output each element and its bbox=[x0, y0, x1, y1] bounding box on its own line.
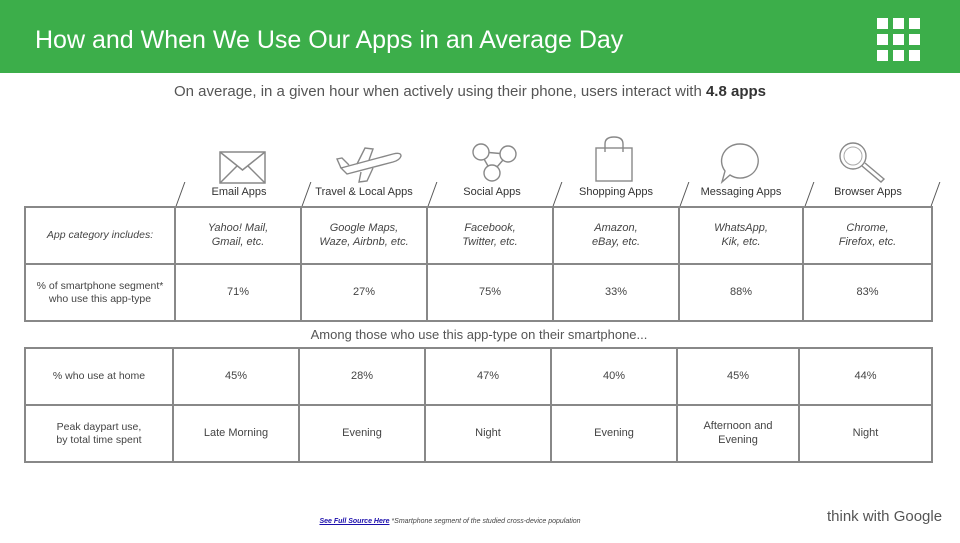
peak-social: Night bbox=[424, 404, 552, 463]
footer: See Full Source Here *Smartphone segment… bbox=[0, 518, 900, 525]
apps-grid-icon bbox=[877, 18, 921, 62]
table-row: Peak daypart use, by total time spent Lat… bbox=[24, 404, 933, 463]
category-label-travel: Travel & Local Apps bbox=[315, 186, 413, 198]
smartphone-pct-shopping: 33% bbox=[552, 263, 680, 322]
includes-travel: Google Maps, Waze, Airbnb, etc. bbox=[300, 206, 428, 265]
includes-shopping: Amazon, eBay, etc. bbox=[552, 206, 680, 265]
smartphone-pct-travel: 27% bbox=[300, 263, 428, 322]
app-category-table: App category includes: Yahoo! Mail, Gmail… bbox=[24, 206, 933, 322]
includes-social: Facebook, Twitter, etc. bbox=[426, 206, 554, 265]
home-pct-browser: 44% bbox=[798, 347, 933, 406]
smartphone-pct-social: 75% bbox=[426, 263, 554, 322]
peak-shopping: Evening bbox=[550, 404, 678, 463]
subtitle-highlight: 4.8 apps bbox=[705, 83, 766, 100]
row-label-includes: App category includes: bbox=[24, 206, 176, 265]
category-label-shopping: Shopping Apps bbox=[578, 186, 653, 198]
think-with-google-logo: think with Google bbox=[827, 508, 943, 525]
subtitle-text: On average, in a given hour when activel… bbox=[174, 83, 706, 100]
row-label-smartphone: % of smartphone segment* who use this app… bbox=[24, 263, 176, 322]
home-pct-social: 47% bbox=[424, 347, 552, 406]
header-bar: How and When We Use Our Apps in an Avera… bbox=[0, 0, 960, 73]
peak-email: Late Morning bbox=[172, 404, 300, 463]
row-label-peak: Peak daypart use, by total time spent bbox=[24, 404, 174, 463]
shopping-bag-icon bbox=[595, 136, 633, 182]
footnote: *Smartphone segment of the studied cross… bbox=[389, 518, 581, 525]
table-row: % who use at home 45% 28% 47% 40% 45% 44… bbox=[24, 347, 933, 406]
envelope-icon bbox=[219, 151, 266, 184]
home-pct-shopping: 40% bbox=[550, 347, 678, 406]
includes-browser: Chrome, Firefox, etc. bbox=[802, 206, 933, 265]
header-divider bbox=[930, 182, 941, 206]
category-label-email: Email Apps bbox=[211, 186, 267, 198]
source-link[interactable]: See Full Source Here bbox=[319, 518, 390, 525]
includes-messaging: WhatsApp, Kik, etc. bbox=[678, 206, 804, 265]
subtitle: On average, in a given hour when activel… bbox=[0, 83, 940, 100]
peak-messaging: Afternoon and Evening bbox=[676, 404, 800, 463]
category-label-browser: Browser Apps bbox=[834, 186, 902, 198]
includes-email: Yahoo! Mail, Gmail, etc. bbox=[174, 206, 302, 265]
home-pct-email: 45% bbox=[172, 347, 300, 406]
usage-table: % who use at home 45% 28% 47% 40% 45% 44… bbox=[24, 347, 933, 463]
peak-travel: Evening bbox=[298, 404, 426, 463]
category-label-messaging: Messaging Apps bbox=[700, 186, 782, 198]
smartphone-pct-browser: 83% bbox=[802, 263, 933, 322]
magnifier-icon bbox=[839, 142, 886, 183]
table-row: % of smartphone segment* who use this app… bbox=[24, 263, 933, 322]
home-pct-travel: 28% bbox=[298, 347, 426, 406]
category-label-social: Social Apps bbox=[463, 186, 521, 198]
airplane-icon bbox=[336, 147, 402, 183]
smartphone-pct-messaging: 88% bbox=[678, 263, 804, 322]
peak-browser: Night bbox=[798, 404, 933, 463]
section-caption: Among those who use this app-type on the… bbox=[310, 327, 648, 342]
table-row: App category includes: Yahoo! Mail, Gmail… bbox=[24, 206, 933, 265]
smartphone-pct-email: 71% bbox=[174, 263, 302, 322]
speech-bubble-icon bbox=[720, 143, 759, 184]
page-title: How and When We Use Our Apps in an Avera… bbox=[35, 26, 624, 54]
home-pct-messaging: 45% bbox=[676, 347, 800, 406]
row-label-home: % who use at home bbox=[24, 347, 174, 406]
share-icon bbox=[472, 143, 517, 182]
